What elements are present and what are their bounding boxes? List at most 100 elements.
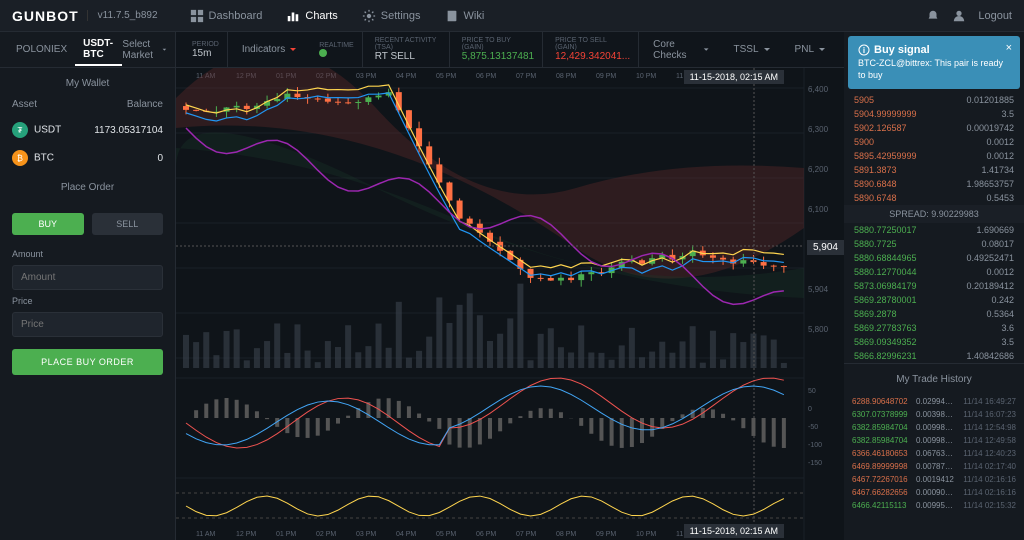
bid-row[interactable]: 5880.127700440.0012: [844, 265, 1024, 279]
svg-text:5,904: 5,904: [808, 285, 829, 294]
ask-row[interactable]: 59050.01201885: [844, 93, 1024, 107]
chart-icon: [286, 9, 300, 23]
close-icon[interactable]: ×: [1006, 42, 1012, 54]
ask-row[interactable]: 5904.999999993.5: [844, 107, 1024, 121]
user-icon[interactable]: [952, 9, 966, 23]
chart-canvas[interactable]: 6,4006,3006,2006,1006,0005,9045,80011 AM…: [176, 68, 844, 540]
realtime-cell: REALTIME: [311, 32, 363, 67]
trade-row: 6467.662826560.0009048111/14 02:16:16: [844, 486, 1024, 499]
trade-row: 6288.906487020.0299440211/14 16:49:27: [844, 395, 1024, 408]
svg-text:01 PM: 01 PM: [276, 531, 296, 538]
bid-row[interactable]: 5873.069841790.20189412: [844, 279, 1024, 293]
chevron-down-icon: [763, 46, 771, 54]
bid-row[interactable]: 5866.829962311.40842686: [844, 349, 1024, 363]
svg-text:06 PM: 06 PM: [476, 73, 496, 80]
svg-text:07 PM: 07 PM: [516, 531, 536, 538]
svg-text:6,400: 6,400: [808, 85, 829, 94]
svg-text:04 PM: 04 PM: [396, 73, 416, 80]
logout-link[interactable]: Logout: [978, 10, 1012, 22]
svg-text:09 PM: 09 PM: [596, 531, 616, 538]
trade-row: 6307.073789990.00398401611/14 16:07:23: [844, 408, 1024, 421]
svg-text:02 PM: 02 PM: [316, 531, 336, 538]
svg-text:-50: -50: [808, 424, 818, 431]
place-order-button[interactable]: PLACE BUY ORDER: [12, 349, 163, 375]
svg-text:5,800: 5,800: [808, 325, 829, 334]
svg-text:04 PM: 04 PM: [396, 531, 416, 538]
orderbook-asks: 59050.012018855904.999999993.55902.12658…: [844, 93, 1024, 205]
spread-row: SPREAD: 9.90229983: [844, 205, 1024, 223]
bid-row[interactable]: 5869.277837633.6: [844, 321, 1024, 335]
nav-settings[interactable]: Settings: [350, 0, 433, 32]
chart-area: PERIOD 15m Indicators REALTIME RECENT AC…: [176, 32, 844, 540]
nav-wiki[interactable]: Wiki: [433, 0, 497, 32]
svg-text:03 PM: 03 PM: [356, 73, 376, 80]
exchange-tab[interactable]: POLONIEX: [8, 40, 75, 59]
svg-text:11 AM: 11 AM: [196, 531, 215, 538]
ask-row[interactable]: 5890.67480.5453: [844, 191, 1024, 205]
bid-row[interactable]: 5880.772500171.690669: [844, 223, 1024, 237]
bid-row[interactable]: 5880.688449650.49252471: [844, 251, 1024, 265]
chevron-down-icon: [703, 46, 709, 54]
wallet-headers: Asset Balance: [0, 99, 175, 116]
ask-row[interactable]: 5891.38731.41734: [844, 163, 1024, 177]
nav-dashboard[interactable]: Dashboard: [178, 0, 275, 32]
buy-tab[interactable]: BUY: [12, 213, 84, 235]
app-header: GUNBOT v11.7.5_b892 Dashboard Charts Set…: [0, 0, 1024, 32]
wallet-row: ₿BTC 0: [0, 144, 175, 172]
orderbook-bids: 5880.772500171.6906695880.77250.08017588…: [844, 223, 1024, 363]
svg-text:09 PM: 09 PM: [596, 73, 616, 80]
ask-row[interactable]: 5890.68481.98653757: [844, 177, 1024, 191]
trade-row: 6467.722670160.001941211/14 02:16:16: [844, 473, 1024, 486]
svg-text:-100: -100: [808, 442, 822, 449]
price-input[interactable]: [12, 312, 163, 337]
chevron-down-icon: [818, 46, 826, 54]
nav-charts[interactable]: Charts: [274, 0, 349, 32]
trade-row: 6382.859847040.0099800000000000000111/14…: [844, 434, 1024, 447]
svg-text:0: 0: [808, 406, 812, 413]
svg-text:10 PM: 10 PM: [636, 531, 656, 538]
bid-row[interactable]: 5880.77250.08017: [844, 237, 1024, 251]
sidebar: POLONIEX USDT-BTC Select Market My Walle…: [0, 32, 176, 540]
version: v11.7.5_b892: [87, 10, 158, 21]
time-crosshair-label-bottom: 11-15-2018, 02:15 AM: [684, 524, 784, 538]
svg-text:08 PM: 08 PM: [556, 73, 576, 80]
svg-text:50: 50: [808, 388, 816, 395]
svg-text:10 PM: 10 PM: [636, 73, 656, 80]
amount-input[interactable]: [12, 265, 163, 290]
bell-icon[interactable]: [926, 9, 940, 23]
indicators-dropdown[interactable]: Indicators: [232, 44, 307, 55]
svg-text:-150: -150: [808, 460, 822, 467]
svg-text:06 PM: 06 PM: [476, 531, 496, 538]
order-form-title: Place Order: [0, 172, 175, 203]
price-sell-cell: PRICE TO SELL (GAIN) 12,429.342041...: [547, 32, 639, 67]
bid-row[interactable]: 5869.287800010.242: [844, 293, 1024, 307]
orderbook-panel: i Buy signal BTC-ZCL@bittrex: This pair …: [844, 32, 1024, 540]
pnl-dropdown[interactable]: PNL: [785, 44, 836, 55]
bid-row[interactable]: 5869.28780.5364: [844, 307, 1024, 321]
chart-toolbar: PERIOD 15m Indicators REALTIME RECENT AC…: [176, 32, 844, 68]
svg-text:05 PM: 05 PM: [436, 73, 456, 80]
core-checks-dropdown[interactable]: Core Checks: [643, 39, 719, 61]
price-crosshair-label: 5,904: [807, 240, 844, 255]
chevron-down-icon: [162, 46, 167, 54]
tssl-dropdown[interactable]: TSSL: [724, 44, 781, 55]
ask-row[interactable]: 59000.0012: [844, 135, 1024, 149]
trade-history-list: 6288.906487020.0299440211/14 16:49:27630…: [844, 395, 1024, 512]
ask-row[interactable]: 5902.1265870.00019742: [844, 121, 1024, 135]
nav-label: Dashboard: [209, 10, 263, 22]
logo: GUNBOT: [12, 8, 79, 24]
recent-activity-cell: RECENT ACTIVITY (TSA) RT SELL: [367, 32, 450, 67]
sell-tab[interactable]: SELL: [92, 213, 164, 235]
pair-tab[interactable]: USDT-BTC: [75, 34, 122, 66]
gear-icon: [362, 9, 376, 23]
period-cell[interactable]: PERIOD 15m: [184, 32, 228, 67]
svg-text:07 PM: 07 PM: [516, 73, 536, 80]
select-market-dropdown[interactable]: Select Market: [122, 39, 167, 61]
market-selector: POLONIEX USDT-BTC Select Market: [0, 32, 175, 68]
wallet-row: ₮USDT 1173.05317104: [0, 116, 175, 144]
bid-row[interactable]: 5869.093493523.5: [844, 335, 1024, 349]
trade-history-title: My Trade History: [844, 364, 1024, 395]
time-crosshair-label-top: 11-15-2018, 02:15 AM: [684, 70, 784, 84]
chevron-down-icon: [289, 46, 297, 54]
ask-row[interactable]: 5895.429599990.0012: [844, 149, 1024, 163]
